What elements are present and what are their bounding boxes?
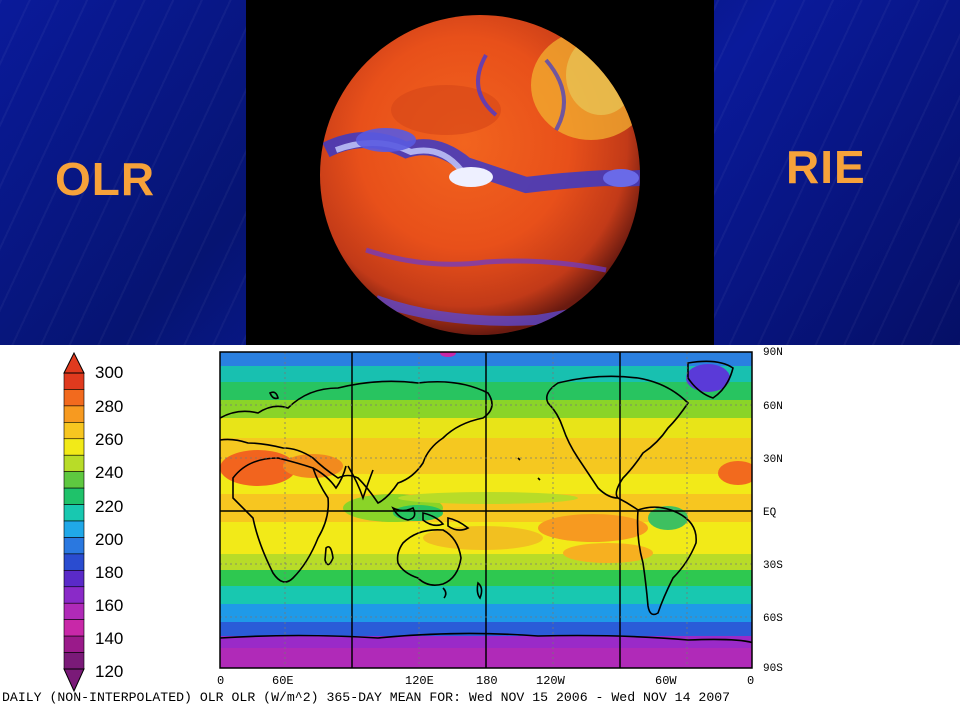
colorbar-swatch [63,652,85,670]
olr-map-area: 300 280 260 240 220 200 180 160 140 120 [0,345,960,720]
colorbar-swatch [63,454,85,472]
colorbar-swatch [63,520,85,538]
lon-label: 60W [655,674,677,688]
lat-label: 30S [763,560,783,572]
satellite-globe-image [246,0,714,345]
map-caption: DAILY (NON-INTERPOLATED) OLR OLR (W/m^2)… [2,690,731,705]
lat-label: EQ [763,507,777,519]
colorbar-swatch [63,586,85,604]
colorbar-label: 300 [95,363,124,382]
lat-label: 60S [763,613,783,625]
colorbar-label: 220 [95,497,124,516]
colorbar-swatch [63,422,85,440]
colorbar [63,351,85,693]
colorbar-label: 200 [95,530,124,549]
colorbar-swatch [63,372,85,390]
lon-label: 60E [272,674,294,688]
colorbar-label: 140 [95,629,124,648]
globe-svg [246,0,714,345]
lon-label: 120E [405,674,434,688]
olr-world-map [219,351,753,669]
rie-title: RIE [786,141,866,193]
colorbar-label: 120 [95,662,124,681]
slide-header-area: OLR RIE [0,0,960,345]
colorbar-label: 260 [95,430,124,449]
colorbar-swatch [63,389,85,407]
lon-label: 0 [217,674,225,688]
colorbar-swatch [63,619,85,637]
olr-title: OLR [55,153,156,205]
lat-label: 60N [763,401,783,413]
lon-label: 0 [747,674,755,688]
colorbar-label: 280 [95,397,124,416]
lat-label: 30N [763,454,783,466]
colorbar-swatch [63,635,85,653]
colorbar-swatch [63,504,85,522]
colorbar-swatch [63,553,85,571]
lat-label: 90N [763,347,783,359]
colorbar-label: 160 [95,596,124,615]
colorbar-swatch [63,570,85,588]
colorbar-label: 180 [95,563,124,582]
colorbar-swatch [63,487,85,505]
lon-label: 120W [536,674,565,688]
colorbar-swatch [63,471,85,489]
colorbar-swatch [63,602,85,620]
lat-label: 90S [763,663,783,675]
lon-label: 180 [476,674,498,688]
colorbar-swatch [63,438,85,456]
colorbar-swatch [63,405,85,423]
colorbar-label: 240 [95,463,124,482]
colorbar-swatch [63,537,85,555]
